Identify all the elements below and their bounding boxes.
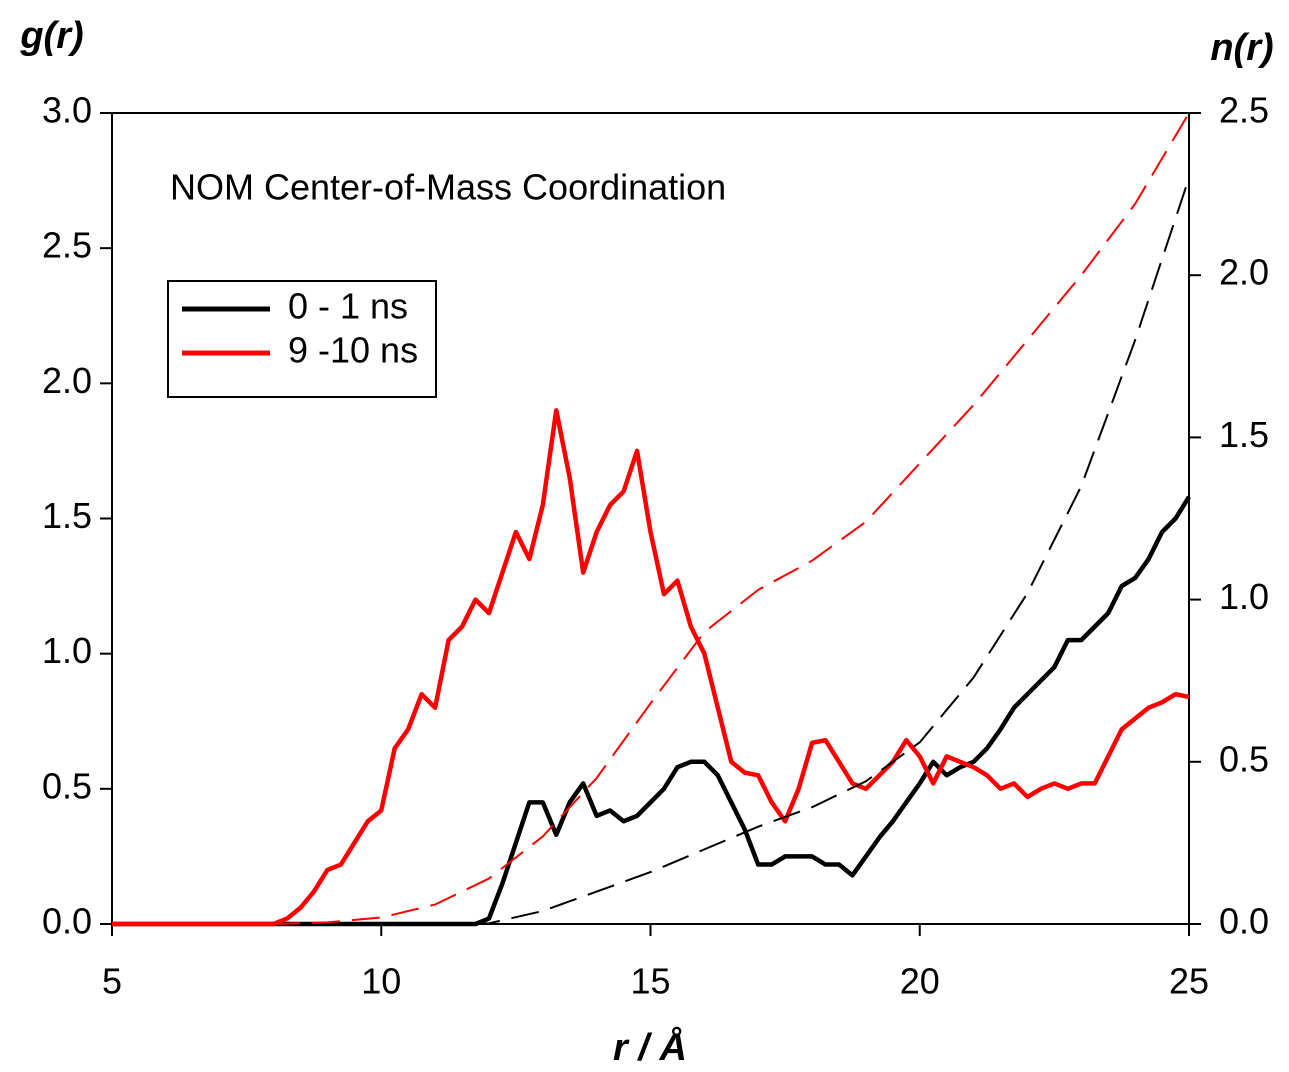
- y-tick-label: 2.5: [42, 225, 92, 266]
- legend-box: [167, 280, 437, 398]
- y2-tick-label: 0.5: [1219, 738, 1269, 779]
- x-tick-label: 10: [361, 961, 401, 1002]
- dashed-line: [112, 112, 1190, 925]
- x-tick-label: 5: [102, 961, 122, 1002]
- y2-tick-label: 1.5: [1219, 414, 1269, 455]
- y2-tick-label: 0.0: [1219, 901, 1269, 942]
- annotation: NOM Center-of-Mass Coordination: [170, 167, 726, 208]
- y-tick-label: 0.0: [42, 901, 92, 942]
- x-tick-label: 25: [1169, 961, 1209, 1002]
- y-tick-label: 1.5: [42, 495, 92, 536]
- y2-tick-label: 1.0: [1219, 576, 1269, 617]
- y2-tick-label: 2.0: [1219, 252, 1269, 293]
- line: [112, 495, 1191, 927]
- y-tick-label: 1.0: [42, 630, 92, 671]
- y-tick-label: 0.5: [42, 765, 92, 806]
- y-tick-label: 2.0: [42, 360, 92, 401]
- x-tick-label: 20: [900, 961, 940, 1002]
- y-tick-label: 3.0: [42, 90, 92, 131]
- y2-axis-label: n(r): [1210, 27, 1273, 69]
- x-axis-label: r / Å: [613, 1026, 687, 1069]
- y-axis-label: g(r): [19, 15, 83, 57]
- legend-label: 9 -10 ns: [288, 330, 418, 371]
- line: [112, 408, 1190, 927]
- legend-label: 0 - 1 ns: [288, 286, 408, 327]
- x-tick-label: 15: [630, 961, 670, 1002]
- y2-tick-label: 2.5: [1219, 90, 1269, 131]
